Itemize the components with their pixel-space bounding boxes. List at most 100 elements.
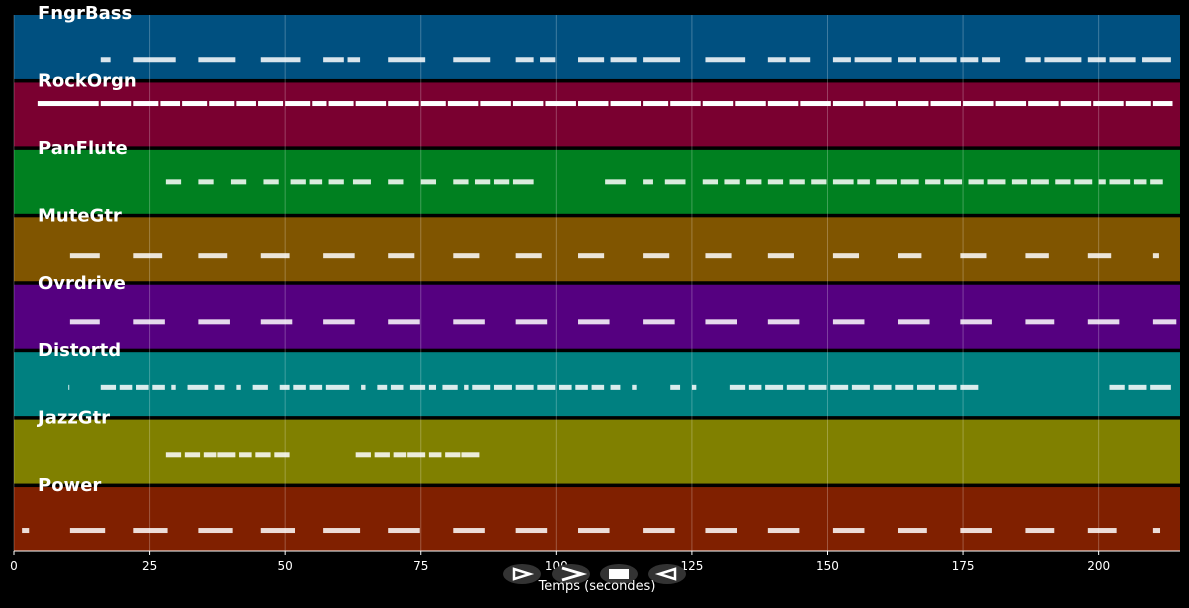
note — [832, 179, 854, 185]
note — [100, 384, 117, 390]
note — [705, 528, 738, 534]
note — [1109, 57, 1136, 63]
track-band — [14, 352, 1180, 417]
note — [1152, 253, 1159, 259]
note — [279, 384, 290, 390]
note — [702, 179, 719, 185]
note — [388, 57, 426, 63]
note — [789, 179, 805, 185]
note — [643, 101, 669, 107]
back-button[interactable] — [648, 564, 686, 584]
note — [854, 57, 892, 63]
track-band — [14, 284, 1180, 349]
note — [578, 528, 610, 534]
note — [578, 319, 610, 325]
note — [1150, 384, 1171, 390]
note — [328, 101, 354, 107]
note — [1030, 179, 1049, 185]
note — [670, 101, 701, 107]
note — [767, 179, 784, 185]
note — [1142, 57, 1171, 63]
note — [515, 253, 542, 259]
note — [960, 384, 979, 390]
note — [69, 319, 100, 325]
forward-icon — [561, 566, 588, 582]
note — [540, 57, 556, 63]
note — [1011, 179, 1028, 185]
note — [377, 384, 388, 390]
note — [1087, 319, 1120, 325]
note — [610, 101, 642, 107]
note — [897, 57, 916, 63]
note — [388, 319, 420, 325]
note — [1055, 179, 1071, 185]
note — [800, 101, 831, 107]
note — [100, 57, 111, 63]
play-button[interactable] — [503, 564, 541, 584]
note — [748, 384, 762, 390]
note — [930, 101, 961, 107]
note — [258, 101, 284, 107]
note — [407, 452, 426, 458]
note — [832, 101, 864, 107]
note — [643, 528, 675, 534]
note — [1152, 319, 1177, 325]
note — [328, 179, 344, 185]
note — [472, 384, 491, 390]
note — [493, 384, 512, 390]
note — [165, 179, 182, 185]
track-name: Power — [38, 475, 101, 496]
note — [767, 101, 799, 107]
note — [464, 384, 469, 390]
note — [605, 179, 626, 185]
note — [724, 179, 740, 185]
note — [182, 101, 208, 107]
note — [919, 57, 957, 63]
note — [100, 101, 132, 107]
note — [963, 101, 994, 107]
note — [515, 319, 548, 325]
note — [133, 319, 165, 325]
note — [198, 319, 230, 325]
note — [187, 384, 209, 390]
note — [171, 384, 176, 390]
note — [916, 384, 935, 390]
note — [1109, 384, 1125, 390]
note — [69, 528, 106, 534]
note — [309, 384, 323, 390]
note — [1087, 57, 1106, 63]
note — [442, 384, 458, 390]
track-band — [14, 419, 1180, 484]
note — [938, 384, 957, 390]
forward-button[interactable] — [552, 564, 590, 584]
note — [453, 319, 485, 325]
note — [325, 384, 350, 390]
note — [285, 101, 311, 107]
note — [453, 179, 469, 185]
note — [610, 57, 637, 63]
note — [323, 253, 355, 259]
note — [1025, 253, 1049, 259]
note — [390, 384, 404, 390]
note — [895, 384, 914, 390]
note — [705, 57, 746, 63]
note — [987, 179, 1006, 185]
note — [830, 384, 849, 390]
note — [767, 57, 786, 63]
note — [312, 101, 327, 107]
note — [1025, 57, 1041, 63]
note — [643, 319, 675, 325]
note — [591, 384, 605, 390]
note — [811, 179, 827, 185]
note — [944, 179, 963, 185]
note — [355, 452, 371, 458]
note — [559, 384, 572, 390]
note — [290, 179, 306, 185]
note — [198, 528, 233, 534]
note — [1125, 101, 1151, 107]
note — [1025, 319, 1055, 325]
playback-controls — [503, 564, 686, 584]
track-name: Distortd — [38, 340, 121, 361]
note — [388, 253, 415, 259]
